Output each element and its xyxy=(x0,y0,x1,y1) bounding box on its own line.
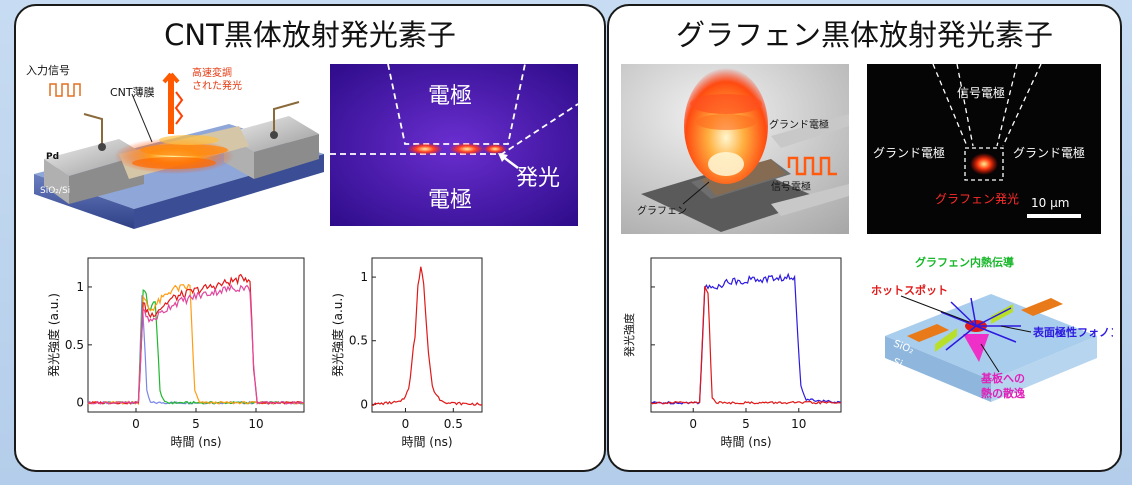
cnt-panel-title: CNT黒体放射発光素子 xyxy=(164,18,456,52)
signal-electrode-label: 信号電極 xyxy=(771,182,811,193)
y-tick-label: 0.5 xyxy=(349,334,368,348)
cnt-multi-pulse-chart: 0 5 10 0 0.5 1 時間 (ns) 発光強度 (a.u.) xyxy=(46,257,305,449)
series-line xyxy=(650,285,842,405)
heat-diagram: グラフェン内熱伝導 ホットスポット 表面極性フォノン 基板への 熱の散逸 SiO… xyxy=(871,252,1113,452)
x-axis-label: 時間 (ns) xyxy=(170,435,221,449)
micro-ground-left-label: グランド電極 xyxy=(873,146,946,160)
x-tick-label: 0.5 xyxy=(444,417,463,431)
x-tick-label: 0 xyxy=(132,417,140,431)
graphene-label: グラフェン xyxy=(637,206,687,217)
scale-bar-label: 10 μm xyxy=(1031,196,1070,210)
cnt-device-illustration: 入力信号 CNT薄膜 高速変調 された発光 Pd SiO₂/Si xyxy=(24,54,328,232)
series-line xyxy=(371,266,483,406)
x-tick-label: 5 xyxy=(742,417,750,431)
modulated-label-1: 高速変調 xyxy=(192,68,232,79)
cnt-film-label: CNT薄膜 xyxy=(110,86,155,99)
pd-label: Pd xyxy=(46,152,60,162)
cnt-micrograph: 電極 電極 発光 xyxy=(330,64,578,226)
y-tick-label: 0.5 xyxy=(65,338,84,352)
hotspot-label: ホットスポット xyxy=(871,284,948,297)
series-line xyxy=(651,272,842,405)
x-tick-label: 0 xyxy=(689,417,697,431)
graphene-pulse-chart: 0 5 10 時間 (ns) 発光強度 xyxy=(622,257,842,449)
series-line xyxy=(87,295,305,405)
x-tick-label: 10 xyxy=(248,417,263,431)
graphene-device-illustration: グランド電極 信号電極 グラフェン xyxy=(621,64,849,234)
micro-signal-label: 信号電極 xyxy=(957,86,1006,100)
x-axis-label: 時間 (ns) xyxy=(720,435,771,449)
substrate-label: SiO₂/Si xyxy=(40,186,71,196)
y-tick-label: 1 xyxy=(76,280,84,294)
plot-frame xyxy=(87,257,305,413)
y-axis-label: 発光強度 (a.u.) xyxy=(46,293,61,377)
x-tick-label: 0 xyxy=(402,417,410,431)
x-axis-label: 時間 (ns) xyxy=(401,435,452,449)
y-axis-label: 発光強度 xyxy=(622,313,636,357)
input-signal-label: 入力信号 xyxy=(26,64,70,77)
y-tick-label: 1 xyxy=(360,270,368,284)
modulated-label-2: された発光 xyxy=(192,81,242,92)
series-line xyxy=(87,273,304,405)
cnt-single-pulse-chart: 0 0.5 0 0.5 1 時間 (ns) 発光強度 (a.u.) xyxy=(330,257,483,449)
plot-frame xyxy=(650,257,842,413)
substrate-dissipation-label-2: 熱の散逸 xyxy=(981,387,1025,400)
graphene-emission-label: グラフェン発光 xyxy=(935,192,1020,206)
plot-frame xyxy=(371,257,483,413)
micro-ground-right-label: グランド電極 xyxy=(1013,146,1086,160)
graphene-panel-title: グラフェン黒体放射発光素子 xyxy=(675,18,1053,52)
electrode-top-label: 電極 xyxy=(428,84,473,109)
graphene-micrograph: 信号電極 グランド電極 グランド電極 グラフェン発光 10 μm xyxy=(867,64,1101,234)
y-tick-label: 0 xyxy=(360,397,368,411)
graphene-panel: グラフェン黒体放射発光素子 グランド電極 xyxy=(607,4,1122,472)
ground-electrode-label: グランド電極 xyxy=(769,120,829,131)
cnt-panel: CNT黒体放射発光素子 xyxy=(14,4,606,472)
substrate-dissipation-label-1: 基板への xyxy=(981,372,1025,385)
y-tick-label: 0 xyxy=(76,396,84,410)
in-plane-conduction-label: グラフェン内熱伝導 xyxy=(915,256,1014,269)
series-line xyxy=(87,289,305,405)
x-tick-label: 5 xyxy=(192,417,200,431)
electrode-bottom-label: 電極 xyxy=(428,188,473,213)
surface-phonon-label: 表面極性フォノン xyxy=(1033,326,1113,339)
emission-label: 発光 xyxy=(516,166,561,191)
x-tick-label: 10 xyxy=(791,417,806,431)
series-line xyxy=(87,284,304,405)
series-line xyxy=(87,283,305,406)
y-axis-label: 発光強度 (a.u.) xyxy=(330,293,345,377)
